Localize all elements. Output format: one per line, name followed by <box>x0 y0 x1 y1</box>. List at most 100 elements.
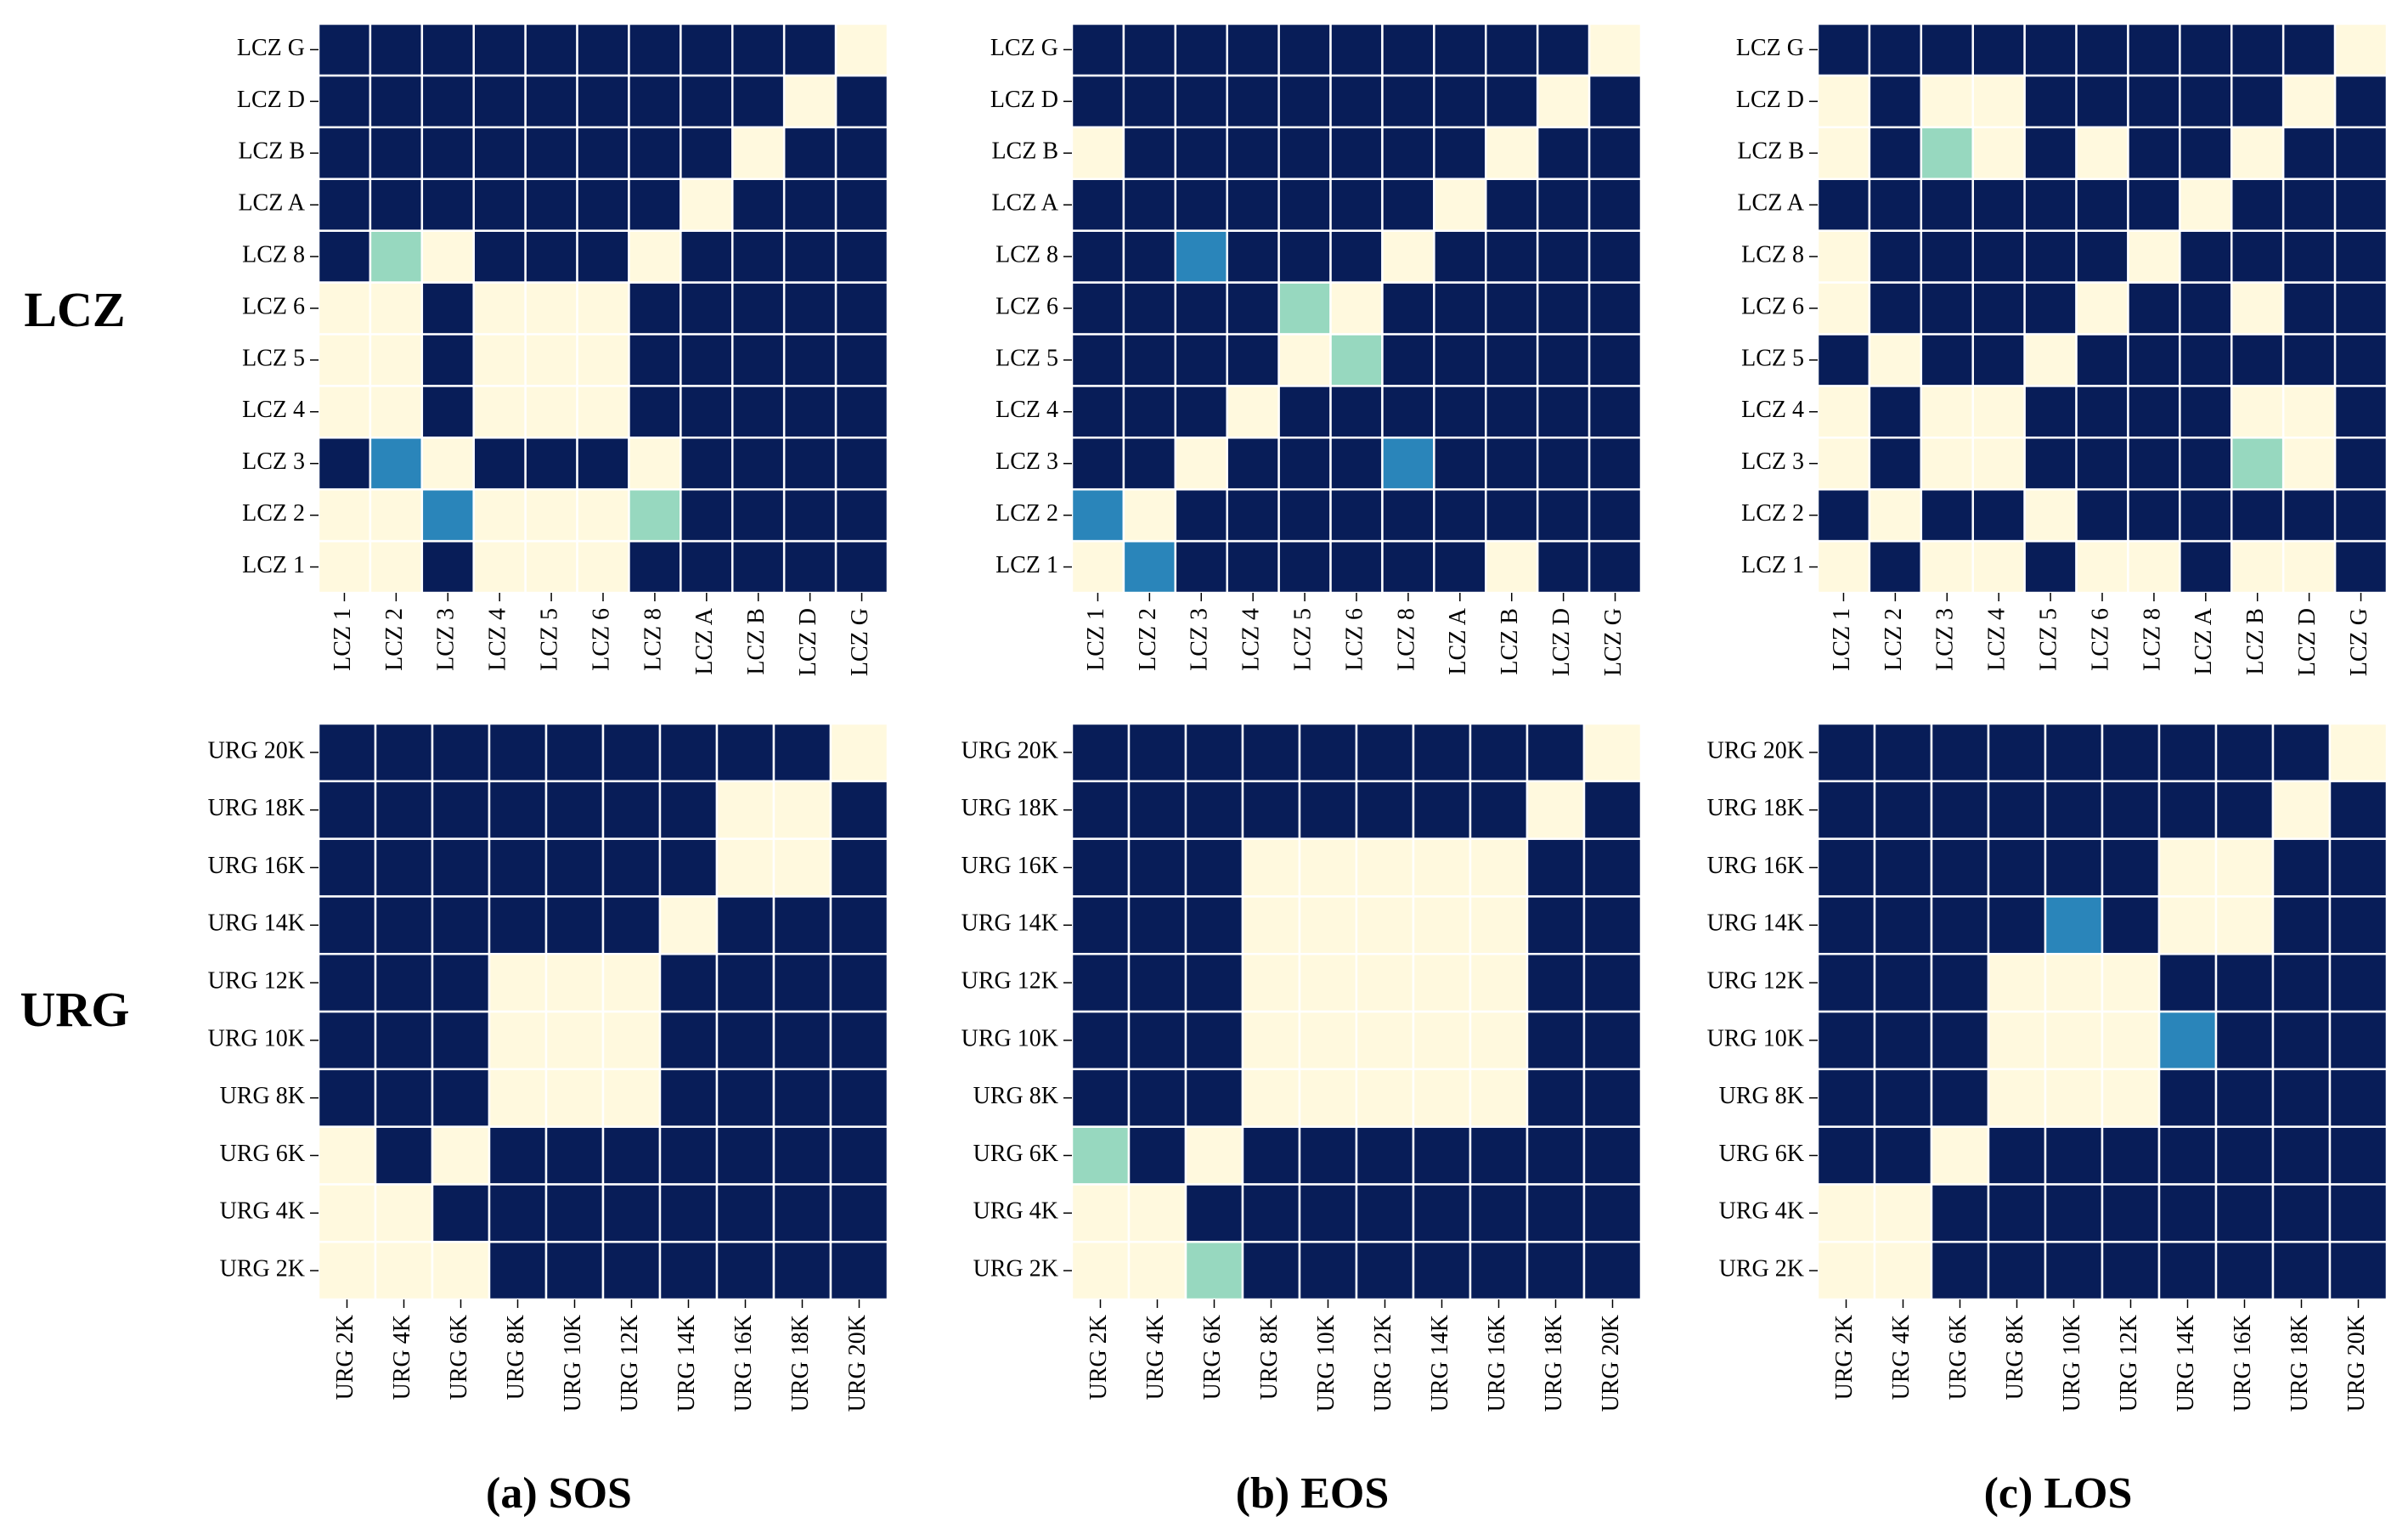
x-tick-label: URG 18K <box>1541 1315 1567 1412</box>
heatmap-cell <box>488 837 548 898</box>
heatmap-cell <box>431 895 491 955</box>
heatmap-cell <box>829 780 889 840</box>
heatmap-cell <box>2230 281 2285 335</box>
x-tick-label: LCZ D <box>1548 608 1575 676</box>
heatmap-cell <box>2157 895 2218 955</box>
heatmap-cell <box>374 780 434 840</box>
heatmap-cell <box>1122 74 1177 129</box>
heatmap-cell <box>1277 437 1332 491</box>
x-tick-label: LCZ 2 <box>381 608 408 671</box>
heatmap-cell <box>1381 229 1435 284</box>
heatmap-cell <box>2023 437 2078 491</box>
heatmap-cell <box>369 126 424 180</box>
heatmap-cell <box>1868 539 1923 595</box>
heatmap-cell <box>1582 1183 1643 1243</box>
heatmap-cell <box>1381 539 1435 595</box>
x-tick-label: URG 14K <box>2173 1315 2199 1412</box>
heatmap-cell <box>1816 837 1876 898</box>
heatmap-cell <box>731 281 786 335</box>
heatmap-cell <box>1226 178 1280 232</box>
heatmap-cell <box>1920 74 1974 129</box>
heatmap-cell <box>524 281 578 335</box>
heatmap-cell <box>2230 488 2285 543</box>
y-tick-label: LCZ G <box>990 35 1058 61</box>
x-tick-label: URG 10K <box>560 1315 586 1412</box>
heatmap-cell <box>2230 74 2285 129</box>
heatmap-cell <box>1277 488 1332 543</box>
heatmap-cell <box>2333 74 2388 129</box>
heatmap-cell <box>2333 488 2388 543</box>
heatmap-cell <box>2044 722 2104 783</box>
heatmap-cell <box>1930 895 1990 955</box>
heatmap-cell <box>2230 539 2285 595</box>
heatmap-cell <box>1277 333 1332 387</box>
heatmap-cell <box>2271 895 2332 955</box>
heatmap-cell <box>1329 229 1384 284</box>
heatmap-cell <box>829 1125 889 1186</box>
heatmap-cell <box>431 837 491 898</box>
heatmap-cell <box>524 74 578 129</box>
y-tick-label: URG 20K <box>1707 737 1804 764</box>
panel-title-sos: (a) SOS <box>486 1469 632 1518</box>
y-tick-label: LCZ B <box>238 138 305 165</box>
heatmap-cell <box>1329 74 1384 129</box>
heatmap-cell <box>2023 74 2078 129</box>
heatmap-cell <box>1298 722 1358 783</box>
heatmap-cell <box>680 74 734 129</box>
y-tick-label: URG 14K <box>1707 910 1804 937</box>
heatmap-cell <box>1525 952 1586 1013</box>
heatmap-cell <box>1525 1010 1586 1071</box>
y-tick-label: LCZ 4 <box>1741 397 1804 423</box>
x-tick-label: LCZ 5 <box>1290 608 1317 671</box>
heatmap-cell <box>2214 895 2275 955</box>
heatmap-cell <box>2281 229 2337 284</box>
heatmap-cell <box>1582 1125 1643 1186</box>
y-tick-label: LCZ A <box>238 190 305 217</box>
heatmap-cell <box>2328 895 2388 955</box>
heatmap-cell <box>2023 126 2078 180</box>
heatmap-cell <box>1873 1010 1933 1071</box>
heatmap-cell <box>524 437 578 491</box>
heatmap-cell <box>2214 837 2275 898</box>
heatmap-cell <box>420 281 475 335</box>
heatmap-cell <box>1329 281 1384 335</box>
heatmap-cell <box>2101 952 2161 1013</box>
x-tick-label: URG 10K <box>2059 1315 2085 1412</box>
heatmap-cell <box>1184 1240 1244 1301</box>
y-tick-label: URG 10K <box>208 1025 305 1051</box>
heatmap-cell <box>2271 1068 2332 1128</box>
heatmap-cell <box>1127 1068 1187 1128</box>
heatmap-cell <box>2075 126 2129 180</box>
heatmap-cell <box>576 488 630 543</box>
heatmap-cell <box>524 333 578 387</box>
heatmap-cell <box>601 952 662 1013</box>
heatmap-cell <box>772 1240 832 1301</box>
heatmap-cell <box>576 333 630 387</box>
heatmap-cell <box>2044 1010 2104 1071</box>
heatmap-cell <box>317 1068 377 1128</box>
heatmap-cell <box>2214 952 2275 1013</box>
heatmap-cell <box>772 1183 832 1243</box>
heatmap-cell <box>628 126 682 180</box>
heatmap-cell <box>1930 1183 1990 1243</box>
heatmap-cell <box>1241 895 1301 955</box>
heatmap-cell <box>1971 281 2026 335</box>
heatmap-cell <box>658 1010 719 1071</box>
heatmap-cell <box>1920 22 1974 77</box>
heatmap-cell <box>772 895 832 955</box>
heatmap-cell <box>1174 126 1228 180</box>
heatmap-cell <box>1485 437 1539 491</box>
heatmap-cell <box>2281 281 2337 335</box>
y-tick-label: URG 2K <box>220 1256 305 1282</box>
heatmap-cell <box>2333 333 2388 387</box>
x-tick-label: URG 14K <box>674 1315 700 1412</box>
heatmap-cell <box>2214 1010 2275 1071</box>
heatmap-cell <box>1536 281 1591 335</box>
heatmap-cell <box>1412 1125 1472 1186</box>
heatmap-cell <box>1122 178 1177 232</box>
heatmap-cell <box>834 488 889 543</box>
heatmap-cell <box>782 539 837 595</box>
heatmap-cell <box>1816 895 1876 955</box>
heatmap-cell <box>1469 1240 1529 1301</box>
heatmap-cell <box>1174 178 1228 232</box>
